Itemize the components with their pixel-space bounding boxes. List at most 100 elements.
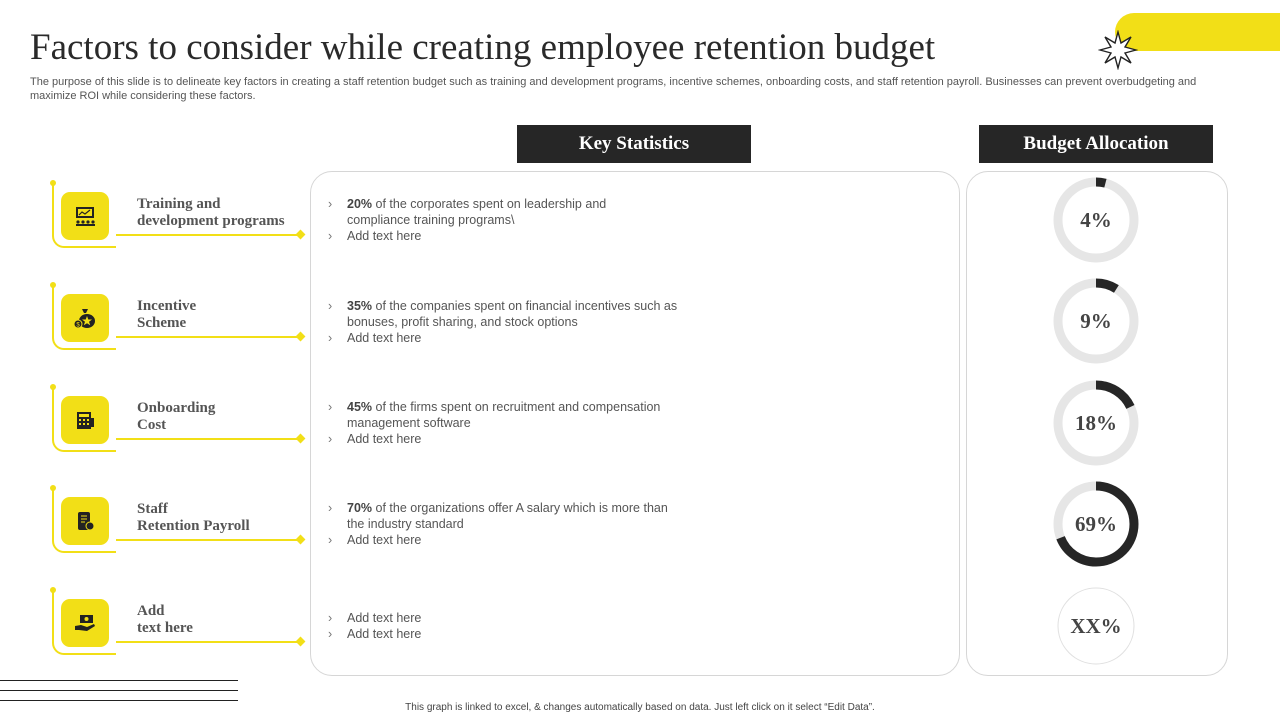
stat-text-cont: the industry standard [347, 517, 464, 531]
factor-label-line2: text here [137, 620, 193, 636]
stat-text: of the firms spent on recruitment and co… [372, 400, 661, 414]
factor-label: Onboarding Cost [137, 400, 215, 434]
statistic-block-add-text: › Add text here › Add text here [328, 610, 708, 642]
chevron-right-icon: › [328, 533, 333, 547]
stat-add-text: Add text here [347, 611, 422, 625]
factor-label-line2: Retention Payroll [137, 518, 250, 534]
donut-arc [1053, 177, 1139, 263]
factor-training: Training and development programs [50, 180, 307, 248]
bracket-decoration [52, 286, 116, 350]
stat-row: › Add text here [328, 610, 708, 626]
bracket-decoration [52, 184, 116, 248]
stat-add-text: Add text here [347, 229, 422, 243]
factor-label: Incentive Scheme [137, 298, 196, 332]
statistic-block-payroll: › 70% of the organizations offer A salary… [328, 500, 708, 548]
factor-label: Staff Retention Payroll [137, 501, 250, 535]
factor-label: Training and development programs [137, 196, 285, 230]
stat-percent: 45% [347, 400, 373, 414]
dot-decoration [50, 180, 56, 186]
stat-text-cont: management software [347, 416, 471, 430]
budget-allocation-header: Budget Allocation [979, 125, 1213, 163]
donut-onboarding: 18% [1052, 379, 1140, 467]
connector-line [116, 336, 300, 338]
stat-row: › 45% of the firms spent on recruitment a… [328, 399, 708, 431]
stat-row: › Add text here [328, 626, 708, 642]
factor-label-line2: Scheme [137, 315, 187, 331]
donut-arc [1053, 278, 1139, 364]
factor-label-line1: Staff [137, 501, 168, 517]
statistic-block-training: › 20% of the corporates spent on leadersh… [328, 196, 708, 244]
donut-arc [1053, 380, 1139, 466]
chevron-right-icon: › [328, 299, 333, 313]
stat-percent: 35% [347, 299, 373, 313]
factor-payroll: Staff Retention Payroll [50, 485, 307, 553]
statistic-block-incentive: › 35% of the companies spent on financial… [328, 298, 708, 346]
connector-diamond [295, 534, 306, 545]
donut-outline [1057, 587, 1135, 665]
stat-percent: 20% [347, 197, 373, 211]
key-statistics-header: Key Statistics [517, 125, 751, 163]
factor-label: Add text here [137, 603, 193, 637]
donut-arc [1053, 481, 1139, 567]
connector-line [116, 234, 300, 236]
chevron-right-icon: › [328, 197, 333, 211]
dot-decoration [50, 485, 56, 491]
stat-text-cont: bonuses, profit sharing, and stock optio… [347, 315, 578, 329]
chevron-right-icon: › [328, 331, 333, 345]
bracket-decoration [52, 591, 116, 655]
chevron-right-icon: › [328, 229, 333, 243]
money-bag-icon: $ [61, 294, 109, 342]
presentation-icon [61, 192, 109, 240]
stat-row: › Add text here [328, 330, 708, 346]
stat-add-text: Add text here [347, 432, 422, 446]
dot-decoration [50, 384, 56, 390]
donut-percent-label: 4% [1080, 207, 1112, 232]
svg-text:$: $ [76, 323, 80, 329]
chevron-right-icon: › [328, 400, 333, 414]
page-subtitle: The purpose of this slide is to delineat… [30, 76, 1197, 102]
donut-percent-label: 9% [1080, 308, 1112, 333]
connector-line [116, 641, 300, 643]
factor-label-line1: Add [137, 603, 165, 619]
factor-add-text: Add text here [50, 587, 307, 655]
stat-text: of the companies spent on financial ince… [372, 299, 678, 313]
statistic-block-onboarding: › 45% of the firms spent on recruitment a… [328, 399, 708, 447]
factor-label-line2: Cost [137, 417, 167, 433]
payroll-scroll-icon [61, 497, 109, 545]
connector-line [116, 438, 300, 440]
donut-add-text: XX% [1052, 582, 1140, 670]
donut-incentive: 9% [1052, 277, 1140, 365]
factor-incentive: $ Incentive Scheme [50, 282, 307, 350]
chevron-right-icon: › [328, 432, 333, 446]
stat-add-text: Add text here [347, 627, 422, 641]
stat-row: › Add text here [328, 431, 708, 447]
decorative-line [0, 680, 238, 681]
connector-line [116, 539, 300, 541]
donut-ring [1053, 481, 1139, 567]
donut-ring [1057, 587, 1135, 665]
donut-ring [1053, 177, 1139, 263]
donut-ring [1053, 278, 1139, 364]
donut-payroll: 69% [1052, 480, 1140, 568]
stat-row: › 20% of the corporates spent on leadersh… [328, 196, 708, 228]
stat-add-text: Add text here [347, 533, 422, 547]
connector-diamond [295, 433, 306, 444]
stat-row: › Add text here [328, 228, 708, 244]
bracket-decoration [52, 388, 116, 452]
donut-training: 4% [1052, 176, 1140, 264]
connector-diamond [295, 331, 306, 342]
factor-label-line1: Onboarding [137, 400, 216, 416]
donut-percent-label: 69% [1075, 511, 1117, 536]
footnote: This graph is linked to excel, & changes… [405, 702, 875, 713]
connector-diamond [295, 229, 306, 240]
stat-row: › 70% of the organizations offer A salary… [328, 500, 708, 532]
factor-label-line2: development programs [137, 213, 285, 229]
stat-text: of the organizations offer A salary whic… [372, 501, 668, 515]
stat-percent: 70% [347, 501, 373, 515]
connector-diamond [295, 636, 306, 647]
stat-row: › Add text here [328, 532, 708, 548]
decorative-line [0, 700, 238, 701]
stat-text-cont: compliance training programs\ [347, 213, 515, 227]
donut-percent-label: 18% [1075, 410, 1117, 435]
decorative-line [0, 690, 238, 691]
